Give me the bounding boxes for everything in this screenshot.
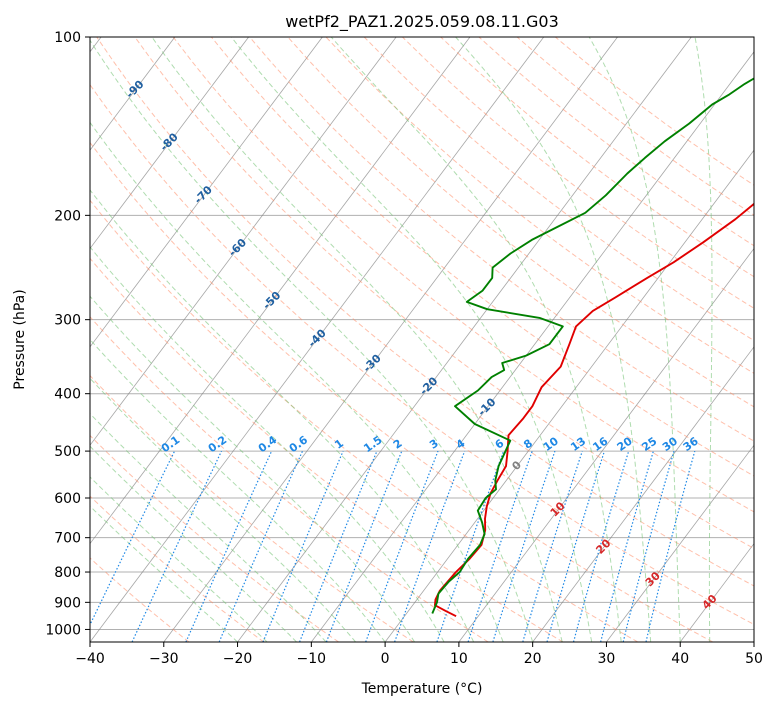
grid-layer [90,37,754,642]
mixing-ratio-line [299,450,378,642]
isotherm-line [384,149,754,642]
moist-adiabat [90,377,356,642]
isotherm-line [532,346,754,642]
dry-adiabat [90,257,564,642]
x-tick-label: −40 [75,651,105,667]
isotherm-line [90,37,397,446]
isotherm-line [458,247,754,642]
moist-adiabat [694,37,713,642]
x-axis: −40 −30 −20 −10 0 10 20 30 40 50 [75,642,763,667]
dry-adiabat [211,37,754,477]
isotherm-line [90,37,545,642]
moist-adiabat [588,37,681,642]
isotherm-line [163,37,618,642]
mixing-ratio-line [262,450,344,642]
moist-adiabat [90,445,297,642]
temperature-line [433,202,754,618]
dry-adiabat [90,315,489,642]
moist-adiabat [90,246,445,642]
mixing-ratio-line [600,450,654,642]
moist-adiabat [455,37,652,642]
isotherm-line [90,37,176,151]
dry-adiabat [90,374,414,642]
x-tick-label: −20 [223,651,253,667]
mixing-ratio-line [394,450,466,642]
mixing-ratio-line [325,450,403,642]
plot-area [90,37,754,642]
y-tick-label: 300 [54,313,81,329]
dry-adiabat [402,37,754,309]
dry-adiabat [134,37,754,550]
moist-adiabat [330,37,622,642]
dry-adiabat [90,141,713,642]
dry-adiabat [172,37,754,513]
y-tick-label: 400 [54,387,81,403]
chart-title: wetPf2_PAZ1.2025.059.08.11.G03 [285,12,559,32]
moist-adiabat [230,37,593,642]
y-axis: 100 200 300 400 500 600 700 800 900 1000 [45,30,90,638]
y-tick-label: 100 [54,30,81,46]
mixing-ratio-line [467,450,533,642]
mixing-ratio-line [436,450,505,642]
dry-adiabat [90,434,339,642]
x-tick-label: 30 [598,651,616,667]
moist-adiabat [90,505,238,642]
x-tick-label: −10 [297,651,327,667]
mixing-ratio-line [131,450,223,642]
mixing-ratio-line [522,450,583,642]
mixing-ratio-line [218,450,304,642]
y-tick-label: 800 [54,565,81,581]
isotherm-line [90,37,471,545]
background-lines [90,37,754,642]
y-tick-label: 900 [54,595,81,611]
mixing-ratio-line [492,450,556,642]
moist-adiabat [151,37,563,642]
y-tick-label: 200 [54,208,81,224]
x-tick-label: 10 [450,651,468,667]
plot-frame [89,36,755,643]
mixing-ratio-line [546,450,605,642]
y-axis-label: Pressure (hPa) [12,289,28,389]
dewpoint-line [431,77,754,614]
x-axis-label: Temperature (°C) [361,681,483,697]
isotherm-line [90,37,323,348]
moist-adiabat [90,189,475,642]
plot-border [89,36,755,643]
dry-adiabat [90,83,754,625]
x-tick-label: 20 [524,651,542,667]
x-tick-label: 40 [671,651,689,667]
y-tick-label: 700 [54,531,81,547]
moist-adiabat [90,412,327,642]
dry-adiabat [249,37,754,442]
moist-adiabat [90,338,386,642]
series-layer [431,77,754,618]
x-tick-label: −30 [149,651,179,667]
mixing-ratio-line [185,450,273,642]
y-tick-label: 1000 [45,622,81,638]
y-tick-label: 600 [54,491,81,507]
x-tick-label: 50 [745,651,763,667]
isotherm-line [606,444,754,642]
y-tick-label: 500 [54,444,81,460]
mixing-ratio-line [622,450,675,642]
isotherm-line [90,37,249,250]
isotherm-line [753,641,754,642]
moist-adiabat [90,295,416,642]
mixing-ratio-line [572,450,630,642]
mixing-ratio-line [365,450,439,642]
plot-background [90,37,754,642]
moist-adiabat [90,476,268,642]
x-tick-label: 0 [381,651,390,667]
dry-adiabat [363,37,754,342]
moist-adiabat [90,121,504,642]
dry-adiabat [90,557,190,642]
dry-adiabat [90,199,639,642]
moist-adiabat [90,39,534,642]
isotherm-line [237,37,692,642]
